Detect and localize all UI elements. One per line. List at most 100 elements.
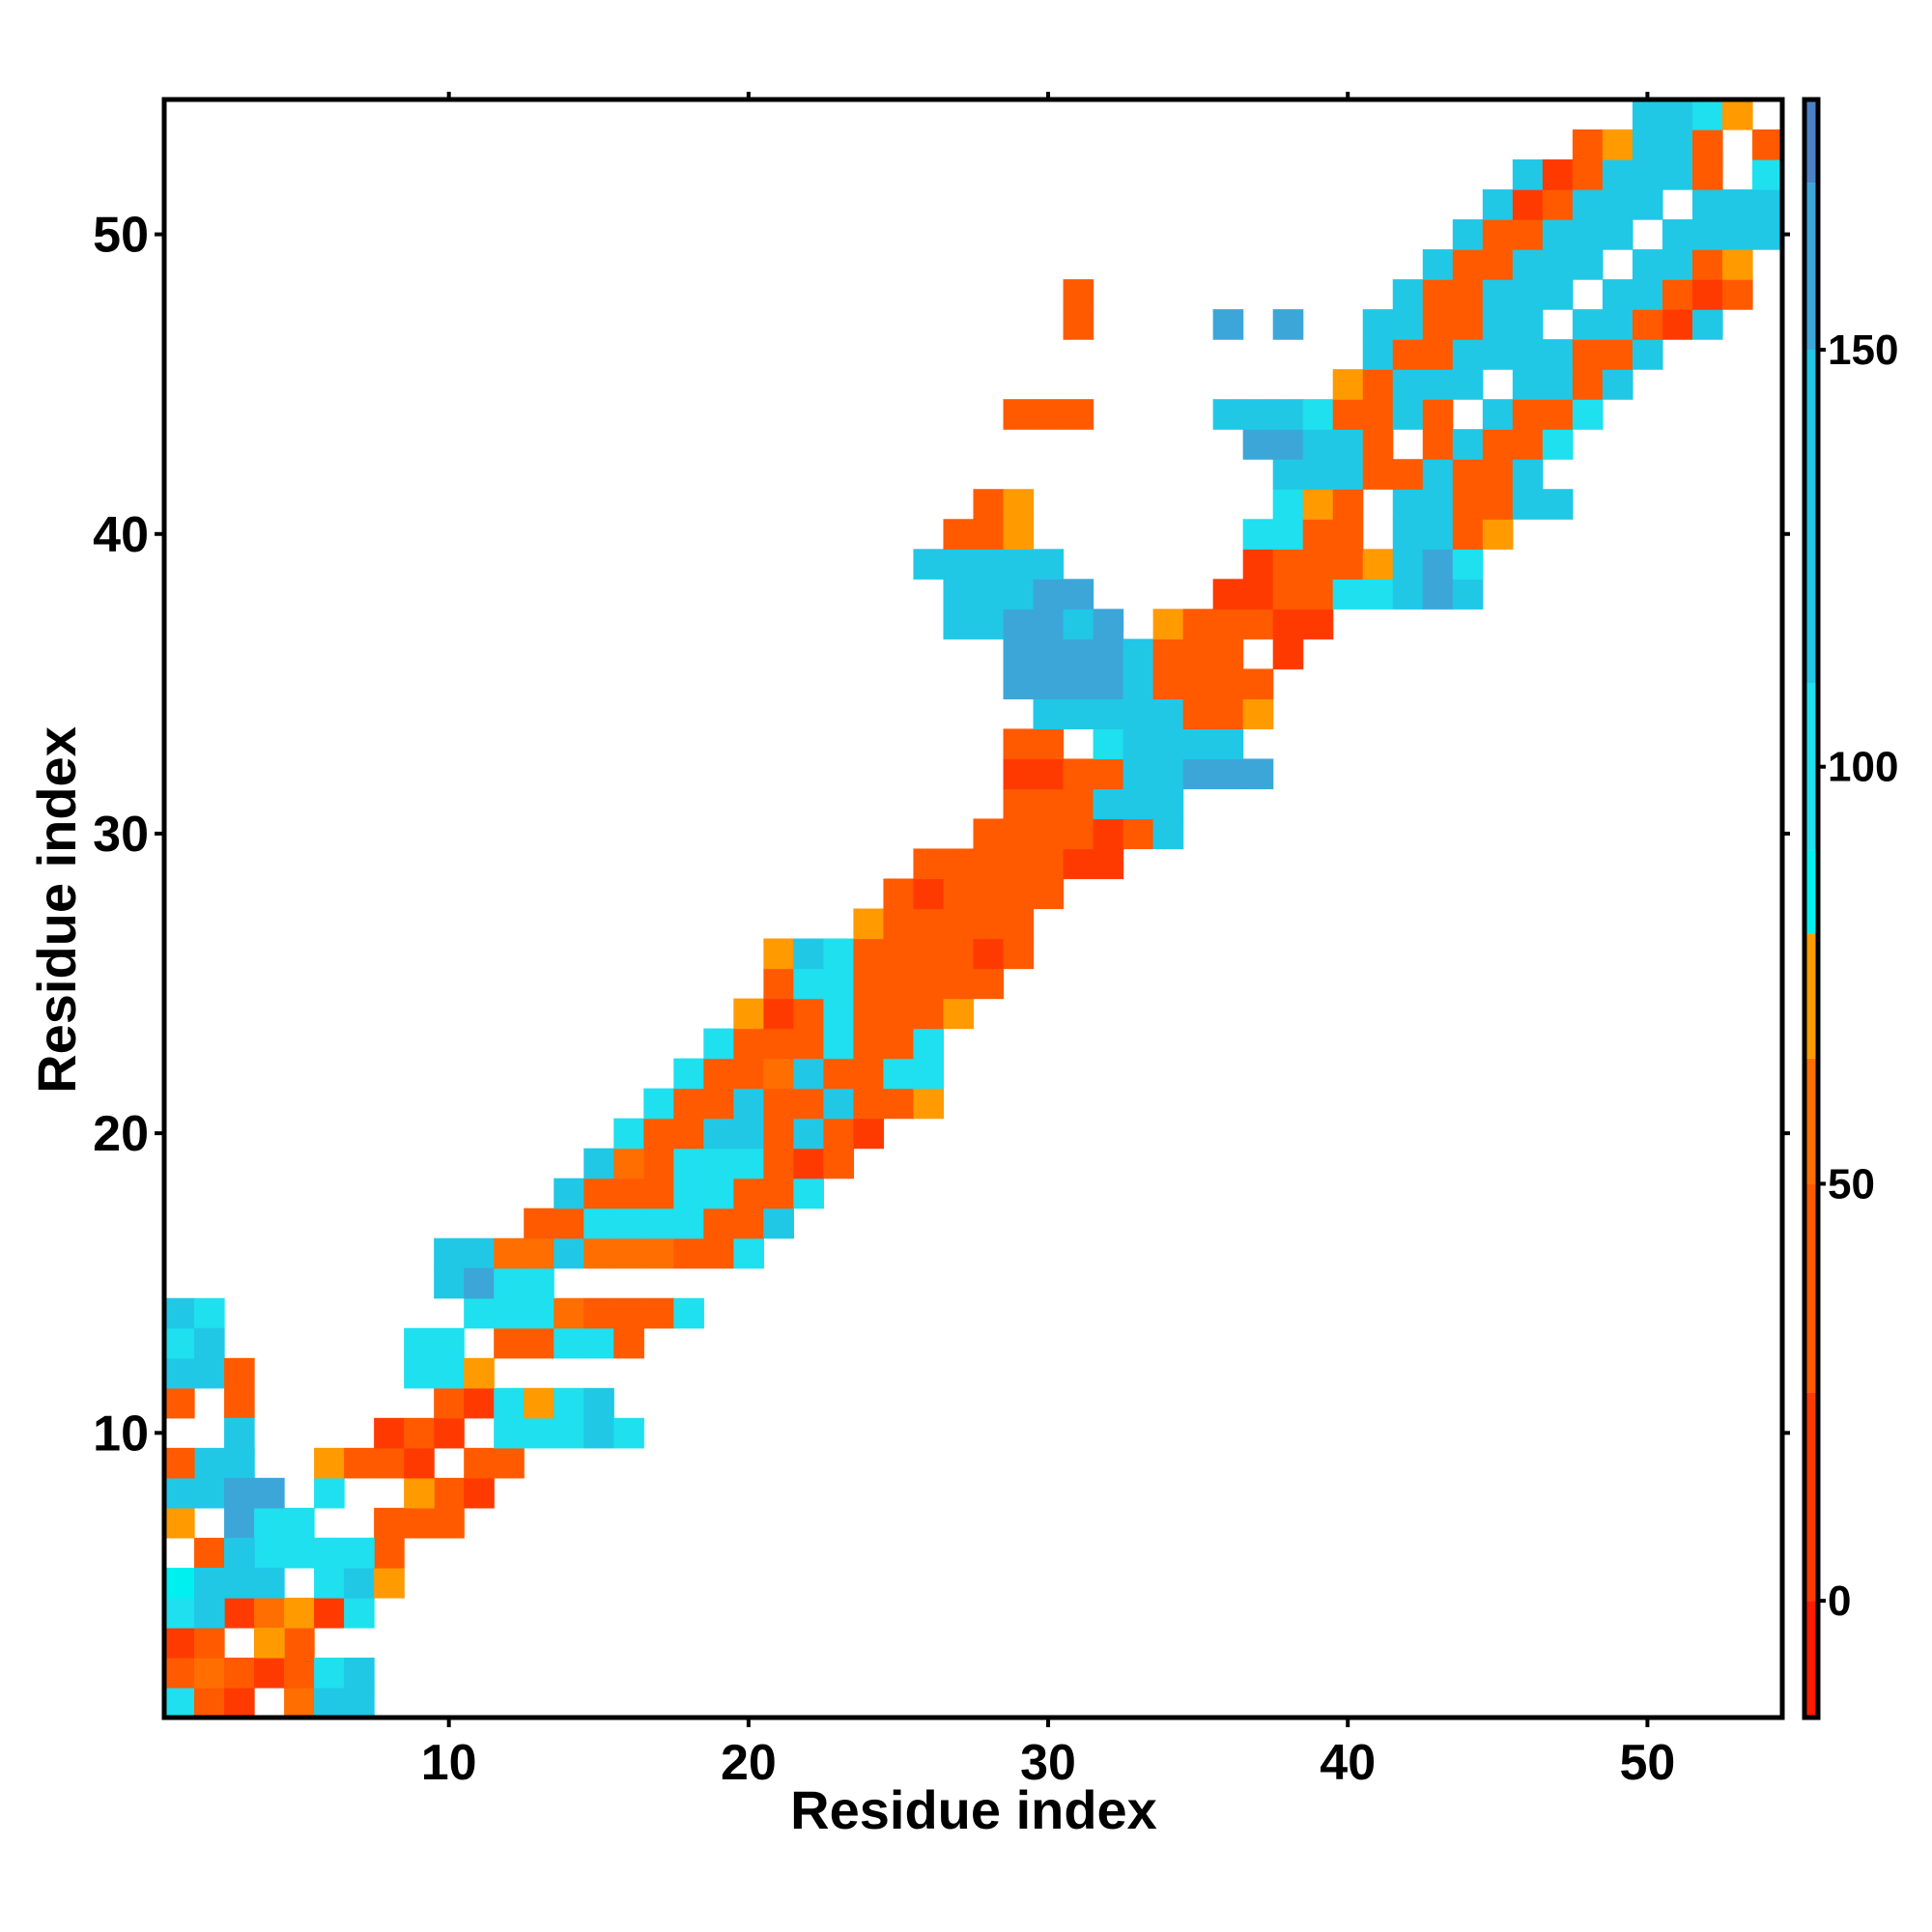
heatmap-cell <box>344 1447 375 1479</box>
heatmap-cell <box>733 998 764 1030</box>
heatmap-cell <box>1572 189 1604 220</box>
heatmap-cell <box>643 1178 674 1209</box>
heatmap-cell <box>1362 309 1394 340</box>
heatmap-cell <box>1542 369 1574 400</box>
heatmap-cell <box>1003 878 1035 910</box>
heatmap-cell <box>314 1657 345 1689</box>
heatmap-cell <box>1482 219 1514 250</box>
heatmap-cell <box>973 818 1005 850</box>
heatmap-cell <box>1182 639 1214 669</box>
heatmap-cell <box>1452 429 1484 460</box>
heatmap-cell <box>703 1028 734 1060</box>
heatmap-cell <box>164 1477 195 1509</box>
heatmap-cell <box>1721 189 1753 220</box>
colorbar-frame <box>1802 97 1821 1720</box>
heatmap-cell <box>1691 309 1723 340</box>
heatmap-cell <box>284 1657 315 1689</box>
heatmap-cell <box>434 1507 465 1539</box>
heatmap-cell <box>1003 728 1035 760</box>
heatmap-cell <box>404 1507 435 1539</box>
heatmap-cell <box>613 1417 644 1449</box>
heatmap-cell <box>1512 279 1544 310</box>
heatmap-cell <box>1751 129 1783 160</box>
heatmap-cell <box>1212 668 1244 699</box>
heatmap-cell <box>883 878 915 910</box>
heatmap-cell <box>793 968 825 1000</box>
heatmap-cell <box>583 1417 614 1449</box>
heatmap-cell <box>613 1327 644 1359</box>
colorbar-segment <box>1804 683 1818 851</box>
heatmap-cell <box>1422 339 1454 370</box>
heatmap-cell <box>823 1058 855 1090</box>
heatmap-cell <box>524 1387 554 1419</box>
heatmap-cell <box>1512 459 1544 490</box>
heatmap-cell <box>703 1088 734 1120</box>
heatmap-cell <box>1542 249 1574 280</box>
heatmap-cell <box>1422 399 1454 430</box>
heatmap-cell <box>853 1028 885 1060</box>
heatmap-cell <box>404 1357 435 1389</box>
heatmap-cell <box>404 1417 435 1449</box>
heatmap-cell <box>703 1118 734 1150</box>
heatmap-cell <box>164 1357 195 1389</box>
heatmap-cell <box>793 1058 825 1090</box>
heatmap-cell <box>1093 639 1124 669</box>
heatmap-cell <box>194 1567 225 1599</box>
heatmap-cell <box>1003 668 1035 699</box>
heatmap-cell <box>224 1657 255 1689</box>
heatmap-cell <box>164 1387 195 1419</box>
heatmap-cell <box>1482 429 1514 460</box>
heatmap-cell <box>823 968 855 1000</box>
heatmap-cell <box>1542 429 1574 460</box>
colorbar-segment <box>1804 1058 1818 1184</box>
heatmap-cell <box>1542 339 1574 370</box>
heatmap-cell <box>673 1118 704 1150</box>
heatmap-cell <box>1332 369 1364 400</box>
heatmap-cell <box>1422 549 1454 580</box>
heatmap-cell <box>1572 399 1604 430</box>
heatmap-cell <box>1572 159 1604 190</box>
heatmap-cell <box>1093 698 1124 729</box>
x-axis-ticks: 10 20 30 40 50 <box>421 92 1675 1791</box>
heatmap-cell <box>763 968 794 1000</box>
heatmap-cell <box>913 549 945 580</box>
heatmap-cell <box>733 1208 764 1239</box>
heatmap-cell <box>583 1237 614 1269</box>
heatmap-cell <box>1632 249 1663 280</box>
colorbar-segment <box>1804 850 1818 934</box>
heatmap-cell <box>1392 369 1424 400</box>
colorbar-segment <box>1804 183 1818 351</box>
heatmap-cell <box>1182 728 1214 760</box>
heatmap-cell <box>1422 279 1454 310</box>
heatmap-cell <box>434 1267 465 1299</box>
heatmap-cell <box>1512 219 1544 250</box>
heatmap-cell <box>1691 129 1723 160</box>
heatmap-cell <box>494 1447 525 1479</box>
heatmap-cell <box>1572 219 1604 250</box>
heatmap-cell <box>1362 459 1394 490</box>
heatmap-cell <box>1212 728 1244 760</box>
heatmap-cell <box>494 1267 525 1299</box>
heatmap-cell <box>1122 668 1154 699</box>
heatmap-cell <box>823 1148 855 1179</box>
heatmap-cell <box>883 968 915 1000</box>
heatmap-cell <box>943 938 975 970</box>
heatmap-cell <box>314 1477 345 1509</box>
heatmap-cell <box>703 1058 734 1090</box>
heatmap-cell <box>434 1387 465 1419</box>
heatmap-cell <box>374 1537 405 1569</box>
heatmap-cell <box>314 1567 345 1599</box>
heatmap-cell <box>613 1148 644 1179</box>
heatmap-cell <box>1332 519 1364 550</box>
colorbar-tick-label: 0 <box>1828 1577 1851 1625</box>
heatmap-cell <box>1512 369 1544 400</box>
heatmap-cell <box>1063 399 1094 430</box>
heatmap-cell <box>1152 609 1184 639</box>
y-tick-label: 40 <box>93 507 149 563</box>
heatmap-cell <box>1063 309 1094 340</box>
heatmap-cell <box>194 1537 225 1569</box>
heatmap-cell <box>823 1088 855 1120</box>
heatmap-cell <box>524 1237 554 1269</box>
heatmap-cell <box>1691 189 1723 220</box>
